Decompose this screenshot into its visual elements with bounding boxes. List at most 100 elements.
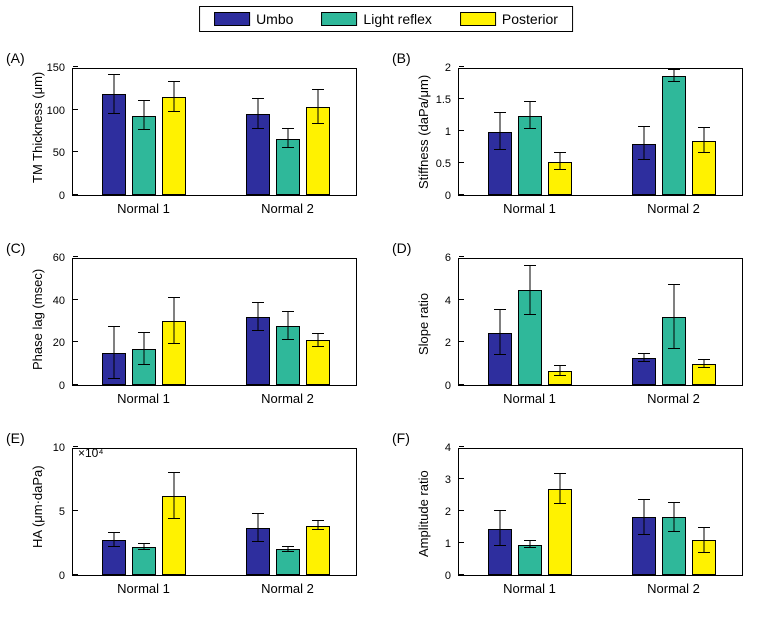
- error-cap: [638, 534, 650, 535]
- y-tick-label: 150: [47, 62, 69, 74]
- panel-A: (A)050100150Normal 1Normal 2TM Thickness…: [0, 46, 386, 236]
- y-tick-mark: [73, 384, 78, 385]
- y-tick-mark: [73, 256, 78, 257]
- y-tick-label: 1.5: [436, 94, 455, 106]
- y-tick-label: 50: [53, 147, 69, 159]
- error-bar: [529, 102, 530, 129]
- y-tick-label: 100: [47, 105, 69, 117]
- error-cap: [282, 147, 294, 148]
- error-cap: [494, 309, 506, 310]
- error-cap: [138, 364, 150, 365]
- y-tick-label: 0: [445, 380, 455, 392]
- error-cap: [668, 502, 680, 503]
- legend-item-umbo: Umbo: [214, 11, 293, 27]
- error-bar: [143, 333, 144, 365]
- error-bar: [173, 82, 174, 113]
- error-cap: [698, 552, 710, 553]
- y-tick-mark: [73, 299, 78, 300]
- error-bar: [643, 127, 644, 160]
- error-cap: [312, 333, 324, 334]
- error-bar: [143, 101, 144, 130]
- panel-label: (D): [392, 240, 411, 256]
- error-cap: [312, 520, 324, 521]
- error-cap: [698, 127, 710, 128]
- bar-posterior: [306, 340, 330, 385]
- error-bar: [559, 153, 560, 170]
- x-tick-label: Normal 1: [117, 201, 170, 216]
- bar-light_reflex: [518, 545, 542, 575]
- y-tick-label: 60: [53, 252, 69, 264]
- panel-label: (F): [392, 430, 410, 446]
- y-tick-label: 0: [445, 190, 455, 202]
- bar-light_reflex: [132, 547, 156, 575]
- y-tick-mark: [459, 542, 464, 543]
- error-cap: [168, 297, 180, 298]
- y-tick-mark: [459, 162, 464, 163]
- error-cap: [668, 81, 680, 82]
- y-tick-mark: [459, 130, 464, 131]
- panel-label: (E): [6, 430, 25, 446]
- error-cap: [554, 169, 566, 170]
- y-axis-label: TM Thickness (μm): [30, 72, 45, 183]
- error-cap: [108, 532, 120, 533]
- error-cap: [524, 547, 536, 548]
- error-bar: [173, 473, 174, 519]
- error-cap: [282, 339, 294, 340]
- y-tick-label: 4: [445, 442, 455, 454]
- y-tick-label: 20: [53, 337, 69, 349]
- error-bar: [673, 503, 674, 532]
- error-bar: [703, 528, 704, 552]
- error-cap: [524, 314, 536, 315]
- swatch-light-reflex: [321, 12, 357, 26]
- error-cap: [138, 543, 150, 544]
- error-cap: [168, 111, 180, 112]
- error-cap: [494, 149, 506, 150]
- y-tick-mark: [73, 66, 78, 67]
- error-bar: [257, 99, 258, 130]
- y-tick-label: 1: [445, 126, 455, 138]
- error-cap: [108, 74, 120, 75]
- axis-exponent: ×10⁴: [78, 446, 104, 460]
- y-tick-mark: [459, 478, 464, 479]
- error-bar: [287, 312, 288, 340]
- y-tick-label: 10: [53, 442, 69, 454]
- error-cap: [252, 513, 264, 514]
- y-tick-label: 0: [59, 570, 69, 582]
- error-cap: [252, 128, 264, 129]
- y-tick-label: 6: [445, 252, 455, 264]
- error-cap: [698, 367, 710, 368]
- plot-area: 0204060Normal 1Normal 2: [72, 258, 357, 386]
- y-axis-label: Amplitude ratio: [416, 470, 431, 557]
- y-tick-label: 1: [445, 538, 455, 550]
- error-bar: [317, 90, 318, 124]
- error-cap: [494, 510, 506, 511]
- error-cap: [312, 529, 324, 530]
- error-cap: [282, 311, 294, 312]
- error-cap: [524, 265, 536, 266]
- error-bar: [257, 514, 258, 542]
- y-tick-label: 5: [59, 506, 69, 518]
- error-cap: [554, 503, 566, 504]
- error-cap: [282, 128, 294, 129]
- y-tick-mark: [459, 299, 464, 300]
- error-cap: [638, 353, 650, 354]
- x-tick-label: Normal 1: [503, 201, 556, 216]
- error-cap: [108, 113, 120, 114]
- error-cap: [668, 284, 680, 285]
- error-cap: [698, 359, 710, 360]
- legend-item-light-reflex: Light reflex: [321, 11, 431, 27]
- error-cap: [168, 518, 180, 519]
- panel-F: (F)01234Normal 1Normal 2Amplitude ratio: [386, 426, 772, 616]
- error-cap: [312, 123, 324, 124]
- error-cap: [524, 101, 536, 102]
- error-bar: [113, 75, 114, 114]
- error-bar: [559, 474, 560, 504]
- x-tick-label: Normal 1: [117, 391, 170, 406]
- y-tick-label: 4: [445, 295, 455, 307]
- x-tick-label: Normal 1: [117, 581, 170, 596]
- plot-area: 00.511.52Normal 1Normal 2: [458, 68, 743, 196]
- y-tick-mark: [459, 510, 464, 511]
- bar-posterior: [306, 526, 330, 575]
- y-tick-mark: [459, 66, 464, 67]
- error-cap: [138, 129, 150, 130]
